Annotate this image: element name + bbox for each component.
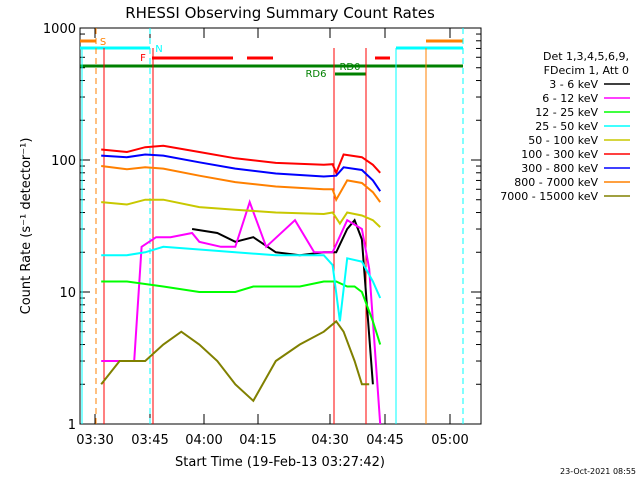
y-axis-label: Count Rate (s⁻¹ detector⁻¹) [19,138,34,315]
series-lines [100,144,382,425]
footer-date: 23-Oct-2021 08:55 [560,467,636,476]
flag-label: RD6 [305,69,326,80]
x-tick-label: 04:15 [239,433,276,448]
series-line [101,245,382,322]
legend-entry: 12 - 25 keV [535,106,598,119]
chart-title: RHESSI Observing Summary Count Rates [125,4,435,22]
x-tick-label: 05:00 [431,433,468,448]
series-line [101,198,381,228]
legend-title: Det 1,3,4,5,6,9, [543,50,629,63]
legend-entry: 6 - 12 keV [542,92,598,105]
legend-entry: 800 - 7000 keV [514,176,598,189]
flag-bars: S NF RD0 RD6 [80,28,464,424]
x-tick-label: 03:45 [131,433,168,448]
legend-entry: 300 - 800 keV [521,162,598,175]
series-line [101,199,382,425]
x-tick-label: 04:45 [366,433,403,448]
series-line [191,218,374,385]
y-tick-label: 1 [68,418,76,433]
series-line [101,165,382,203]
x-tick-label: 04:30 [311,433,348,448]
flag-label: F [140,53,146,64]
legend-entry: 7000 - 15000 keV [500,190,598,203]
x-tick-label: 03:30 [76,433,113,448]
x-axis-label: Start Time (19-Feb-13 03:27:42) [175,455,385,470]
legend-title: FDecim 1, Att 0 [544,64,629,77]
plot-area [79,27,482,425]
flag-label: RD0 [339,62,360,73]
series-line [101,144,381,176]
x-tick-label: 04:00 [185,433,222,448]
y-axis: 1 10 100 1000 [43,22,481,433]
legend-entry: 3 - 6 keV [549,78,598,91]
series-line [101,153,382,192]
series-line [100,319,370,403]
plot-frame [79,27,482,425]
y-tick-label: 1000 [43,22,76,37]
x-axis: 03:30 03:45 04:00 04:15 04:30 04:45 05:00 [76,28,469,448]
flag-label: N [155,44,162,55]
legend: Det 1,3,4,5,6,9,FDecim 1, Att 03 - 6 keV… [500,50,630,203]
y-tick-label: 10 [59,286,76,301]
legend-entry: 50 - 100 keV [528,134,598,147]
flag-label: S [100,37,106,48]
legend-entry: 25 - 50 keV [535,120,598,133]
y-tick-label: 100 [51,154,76,169]
series-line [101,280,382,345]
legend-entry: 100 - 300 keV [521,148,598,161]
